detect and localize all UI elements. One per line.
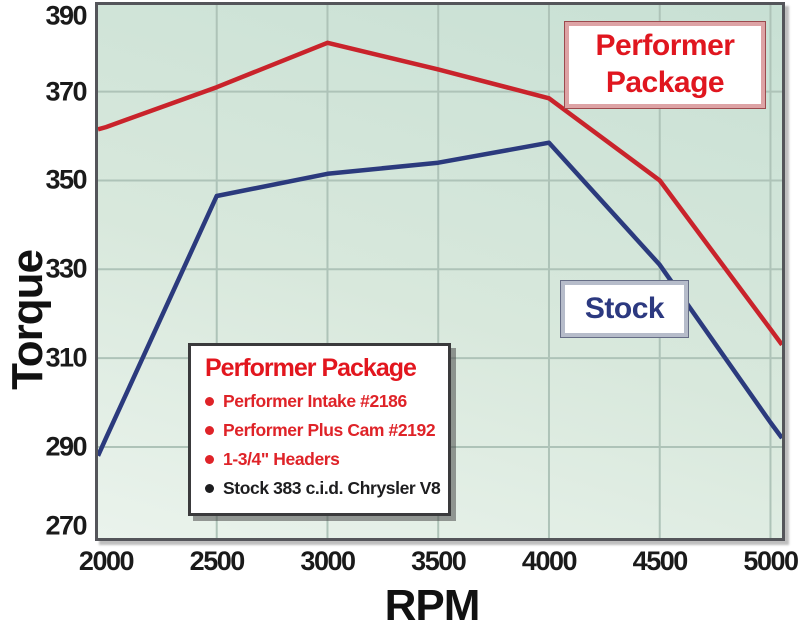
- info-box-item-0: Performer Intake #2186: [205, 387, 438, 416]
- info-box-item-1: Performer Plus Cam #2192: [205, 416, 438, 445]
- x-tick-label-2500: 2500: [189, 546, 246, 576]
- plot-area: Performer Package Stock Performer Packag…: [95, 2, 785, 541]
- series-line-stock: [98, 140, 782, 457]
- bullet-icon: [205, 455, 214, 464]
- x-tick-label-3500: 3500: [411, 546, 467, 576]
- bullet-icon: [205, 484, 214, 493]
- y-tick-label-290: 290: [45, 431, 87, 462]
- performer-package-series-label: Performer Package: [565, 22, 765, 108]
- y-tick-label-390: 390: [45, 0, 87, 31]
- info-box-item-text: Stock 383 c.i.d. Chrysler V8: [223, 478, 441, 498]
- info-box-item-3: Stock 383 c.i.d. Chrysler V8: [205, 474, 441, 503]
- x-tick-label-5000: 5000: [743, 546, 799, 576]
- bullet-icon: [205, 397, 214, 406]
- info-box-title: Performer Package: [205, 354, 417, 382]
- info-box-item-text: Performer Plus Cam #2192: [223, 420, 436, 440]
- y-tick-label-370: 370: [45, 76, 87, 107]
- info-box-items: Performer Intake #2186 Performer Plus Cam…: [205, 387, 441, 503]
- x-tick-label-3000: 3000: [300, 546, 356, 576]
- series-line-performer-package: [98, 40, 782, 347]
- performer-package-info-box: Performer Package Performer Intake #2186…: [188, 343, 451, 516]
- x-axis-title: RPM: [384, 581, 481, 620]
- x-tick-label-4500: 4500: [632, 546, 689, 576]
- y-tick-label-350: 350: [45, 164, 87, 195]
- x-tick-label-2000: 2000: [78, 546, 135, 576]
- info-box-item-text: 1-3/4" Headers: [223, 449, 340, 469]
- performer-label-line1: Performer: [595, 29, 735, 63]
- info-box-item-2: 1-3/4" Headers: [205, 445, 438, 474]
- y-tick-label-270: 270: [45, 510, 87, 541]
- x-tick-label-4000: 4000: [521, 546, 578, 576]
- performer-label-line2: Package: [605, 66, 725, 99]
- info-box-item-text: Performer Intake #2186: [223, 391, 407, 411]
- bullet-icon: [205, 426, 214, 435]
- stock-series-label: Stock: [561, 281, 688, 337]
- y-tick-label-330: 330: [45, 253, 87, 284]
- y-tick-label-310: 310: [45, 342, 87, 373]
